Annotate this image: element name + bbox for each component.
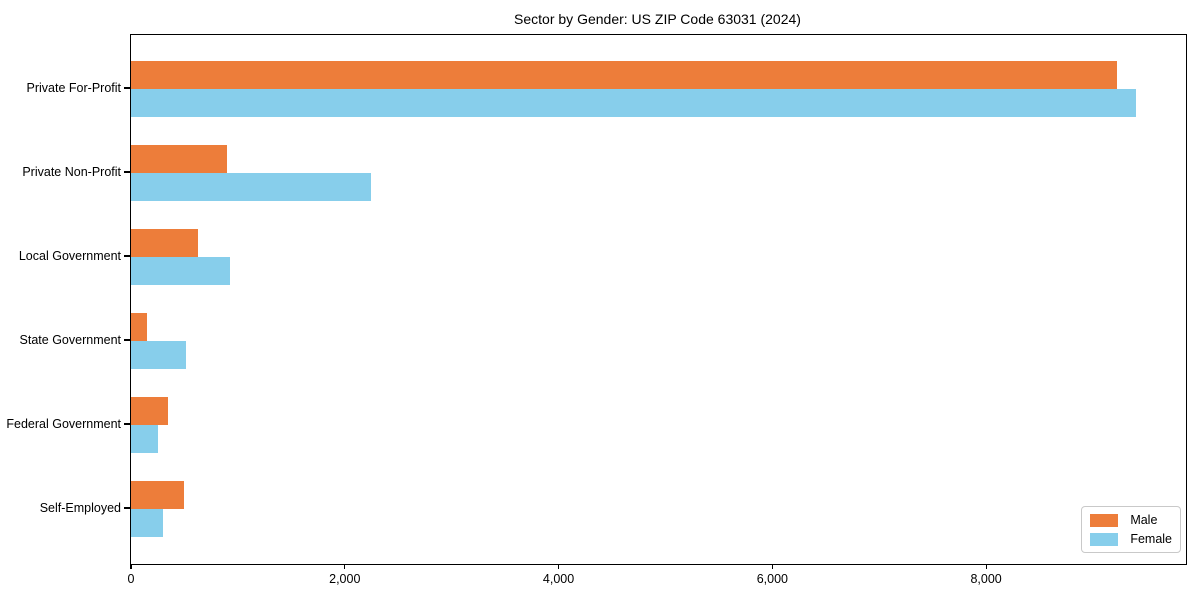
bar-female-local-government	[131, 257, 230, 285]
plot-area: Male Female 0 2,000 4,000 6,000 8,000	[128, 34, 1187, 586]
legend-label-female: Female	[1130, 532, 1172, 546]
x-axis-tick	[985, 564, 987, 569]
bar-female-private-non-profit	[131, 173, 371, 201]
bar-female-federal-government	[131, 425, 159, 453]
x-axis-tick	[771, 564, 773, 569]
y-axis-label-private-non-profit: Private Non-Profit	[22, 165, 121, 179]
x-axis-tick-label: 2,000	[329, 572, 361, 586]
legend-swatch-female	[1090, 532, 1119, 546]
legend: Male Female	[1081, 506, 1181, 553]
y-axis-label-state-government: State Government	[19, 333, 121, 347]
y-axis-label-self-employed: Self-Employed	[39, 501, 121, 515]
y-axis-label-private-for-profit: Private For-Profit	[26, 81, 121, 95]
y-axis-tick	[124, 87, 130, 89]
x-axis-tick	[557, 564, 560, 569]
x-axis-tick	[344, 564, 346, 569]
x-axis-tick-label: 0	[127, 572, 135, 586]
y-axis-label-local-government: Local Government	[18, 249, 121, 263]
legend-item-male: Male	[1090, 513, 1172, 527]
x-axis-tick-label: 4,000	[542, 572, 575, 586]
legend-item-female: Female	[1090, 532, 1172, 546]
chart-title: Sector by Gender: US ZIP Code 63031 (202…	[514, 11, 801, 27]
bar-male-federal-government	[131, 397, 169, 425]
x-axis-tick-label: 6,000	[756, 572, 788, 586]
bar-female-state-government	[131, 341, 186, 369]
x-axis-tick	[130, 564, 132, 569]
bar-male-state-government	[131, 313, 147, 341]
bar-female-private-for-profit	[131, 89, 1136, 117]
bar-male-private-non-profit	[131, 145, 227, 173]
y-axis-tick	[124, 507, 130, 509]
bar-male-self-employed	[131, 481, 185, 509]
bar-male-local-government	[131, 229, 198, 257]
y-axis-label-federal-government: Federal Government	[6, 417, 121, 431]
legend-label-male: Male	[1130, 513, 1158, 527]
y-axis-tick	[124, 339, 130, 341]
legend-swatch-male	[1090, 513, 1119, 527]
y-axis-tick	[124, 171, 130, 173]
bar-female-self-employed	[131, 509, 164, 537]
x-axis-tick-label: 8,000	[970, 572, 1002, 586]
bar-male-private-for-profit	[131, 61, 1117, 89]
y-axis-tick	[124, 255, 130, 257]
y-axis-tick	[124, 423, 130, 425]
